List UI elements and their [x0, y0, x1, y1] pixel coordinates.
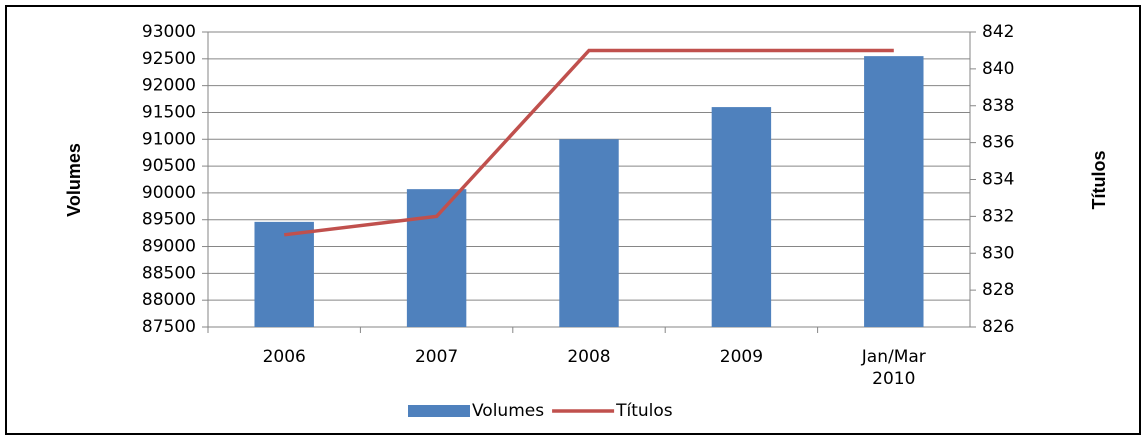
- legend-label: Volumes: [472, 401, 544, 421]
- y-tick-label: 90500: [142, 156, 196, 176]
- y-tick-label: 91500: [142, 102, 196, 122]
- line: [283, 48, 894, 237]
- y-tick-label: 87500: [142, 317, 196, 337]
- bar: [864, 56, 924, 328]
- x-tick-label: Jan/Mar 2010: [861, 347, 926, 389]
- y-tick-label: 92000: [142, 76, 196, 96]
- y-tick-label: 93000: [142, 22, 196, 42]
- y-axis-title: Volumes: [64, 143, 84, 217]
- bar: [406, 189, 467, 327]
- x-tick-label: 2007: [415, 347, 458, 367]
- y-tick-label: 90000: [142, 183, 196, 203]
- y-tick-label: 89500: [142, 210, 196, 230]
- legend-swatch: [408, 405, 470, 417]
- y-tick-label: 88000: [142, 290, 196, 310]
- bar: [559, 139, 619, 327]
- y-tick-label: 92500: [142, 49, 196, 69]
- y2-axis-title: Títulos: [1089, 151, 1109, 210]
- y-tick-label: 89000: [142, 237, 196, 257]
- x-tick-label: 2008: [567, 347, 610, 367]
- y2-tick-label: 836: [982, 133, 1014, 153]
- bar: [254, 221, 314, 327]
- legend-label: Títulos: [615, 401, 673, 421]
- y2-tick-label: 840: [982, 59, 1014, 79]
- y2-tick-label: 834: [982, 170, 1014, 190]
- x-tick-label: 2009: [720, 347, 763, 367]
- y2-tick-label: 838: [982, 96, 1014, 116]
- x-tick-label: 2006: [263, 347, 306, 367]
- y2-tick-label: 832: [982, 206, 1014, 226]
- y2-tick-label: 842: [982, 22, 1014, 42]
- y-tick-label: 91000: [142, 129, 196, 149]
- y2-tick-label: 830: [982, 243, 1014, 263]
- y2-tick-label: 826: [982, 317, 1014, 337]
- bar: [711, 107, 772, 327]
- y2-tick-label: 828: [982, 280, 1014, 300]
- y-tick-label: 88500: [142, 263, 196, 283]
